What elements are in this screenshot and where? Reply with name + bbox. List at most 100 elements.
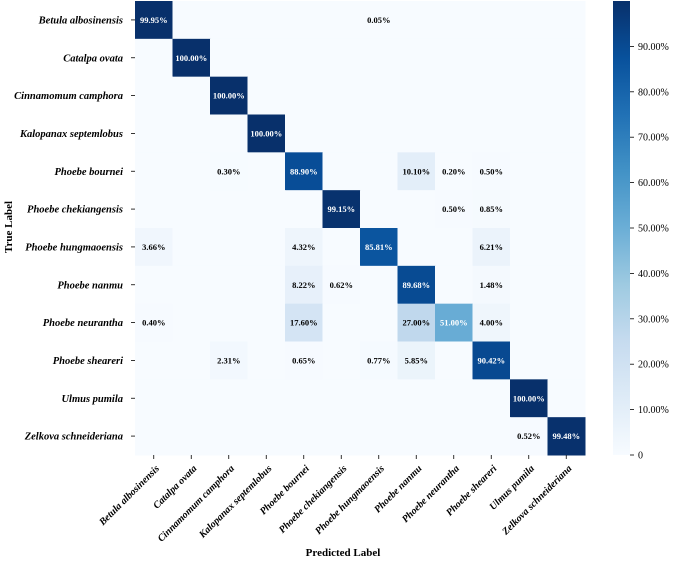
heatmap-cell bbox=[397, 341, 436, 380]
y-tick-label: Kalopanax septemlobus bbox=[19, 129, 123, 140]
heatmap-cell bbox=[247, 190, 286, 229]
x-tick-label: Phoebe hungmaoensis bbox=[313, 463, 387, 537]
heatmap-cell bbox=[397, 379, 436, 418]
heatmap-cell bbox=[547, 417, 586, 456]
x-tick-label: Phoebe chekiangensis bbox=[277, 463, 349, 535]
cell-value-label: 0.50% bbox=[442, 204, 465, 214]
cell-value-label: 51.00% bbox=[440, 318, 468, 328]
heatmap-cell bbox=[360, 379, 398, 418]
cell-value-label: 10.10% bbox=[402, 166, 430, 176]
heatmap-cell bbox=[360, 38, 398, 78]
heatmap-cell bbox=[510, 38, 548, 78]
heatmap-cell bbox=[472, 1, 511, 40]
heatmap-cell bbox=[247, 379, 286, 418]
heatmap-cell bbox=[135, 303, 173, 342]
cell-value-label: 100.00% bbox=[250, 128, 282, 138]
y-tick-label: Zelkova schneideriana bbox=[24, 432, 123, 443]
heatmap-cell bbox=[547, 76, 586, 115]
heatmap-cell bbox=[510, 190, 548, 229]
heatmap-cell bbox=[172, 38, 211, 78]
heatmap-cell bbox=[172, 265, 211, 305]
heatmap-cell bbox=[285, 190, 323, 229]
heatmap-cell bbox=[547, 114, 586, 153]
heatmap-cell bbox=[135, 114, 173, 153]
heatmap-cell bbox=[547, 341, 586, 380]
heatmap-cell bbox=[247, 1, 286, 40]
heatmap-cell bbox=[172, 379, 211, 418]
y-axis-ticks: Betula albosinensis Catalpa ovata Cinnamom… bbox=[14, 15, 135, 443]
heatmap-cell bbox=[360, 341, 398, 380]
colorbar-tick-label: 50.00% bbox=[638, 224, 669, 235]
heatmap-cell bbox=[435, 303, 473, 342]
heatmap-cell bbox=[210, 228, 248, 267]
heatmap-cell bbox=[397, 38, 436, 78]
cell-value-label: 85.81% bbox=[365, 242, 393, 252]
heatmap-cell bbox=[322, 265, 361, 305]
heatmap-cell bbox=[435, 38, 473, 78]
x-tick-label: Betula albosinensis bbox=[97, 463, 162, 528]
heatmap-cell bbox=[322, 114, 361, 153]
colorbar-ticks: 0 10.00% 20.00% 30.00% 40.00% 50.00% 60.00% 70.… bbox=[630, 42, 669, 462]
heatmap-cell bbox=[360, 303, 398, 342]
cell-value-label: 100.00% bbox=[513, 393, 545, 403]
heatmap-cell bbox=[360, 228, 398, 267]
heatmap-cell bbox=[397, 76, 436, 115]
heatmap-cell bbox=[472, 114, 511, 153]
heatmap-cell bbox=[435, 114, 473, 153]
heatmap-cell bbox=[322, 38, 361, 78]
heatmap-cell bbox=[397, 417, 436, 456]
heatmap-cell bbox=[435, 152, 473, 191]
cell-value-label: 0.05% bbox=[367, 15, 390, 25]
heatmap-cell bbox=[547, 152, 586, 191]
heatmap-cell bbox=[397, 265, 436, 305]
y-tick-label: Betula albosinensis bbox=[38, 15, 123, 26]
y-tick-label: Phoebe hungmaoensis bbox=[25, 242, 123, 253]
heatmap-cells bbox=[135, 1, 586, 456]
heatmap-cell bbox=[397, 1, 436, 40]
heatmap-cell bbox=[172, 152, 211, 191]
heatmap-cell bbox=[135, 265, 173, 305]
heatmap-cell bbox=[397, 152, 436, 191]
colorbar-tick-label: 30.00% bbox=[638, 314, 669, 325]
y-tick-label: Phoebe bournei bbox=[54, 167, 123, 178]
heatmap-cell bbox=[510, 379, 548, 418]
heatmap-cell bbox=[547, 303, 586, 342]
y-tick-label: Phoebe sheareri bbox=[53, 356, 123, 367]
cell-value-label: 0.20% bbox=[442, 166, 465, 176]
heatmap-cell bbox=[247, 152, 286, 191]
heatmap-cell bbox=[472, 303, 511, 342]
heatmap-cell bbox=[547, 265, 586, 305]
heatmap-cell bbox=[472, 38, 511, 78]
heatmap-cell bbox=[322, 379, 361, 418]
cell-value-label: 89.68% bbox=[402, 280, 430, 290]
heatmap-cell bbox=[210, 152, 248, 191]
heatmap-cell bbox=[172, 303, 211, 342]
heatmap-cell bbox=[435, 76, 473, 115]
heatmap-cell bbox=[360, 152, 398, 191]
cell-value-label: 8.22% bbox=[292, 280, 315, 290]
cell-value-label: 90.42% bbox=[477, 355, 505, 365]
heatmap-cell bbox=[172, 228, 211, 267]
heatmap-cell bbox=[210, 114, 248, 153]
cell-value-label: 0.62% bbox=[330, 280, 353, 290]
heatmap-cell bbox=[135, 228, 173, 267]
heatmap-cell bbox=[322, 190, 361, 229]
heatmap-cell bbox=[435, 379, 473, 418]
colorbar-tick-label: 20.00% bbox=[638, 360, 669, 371]
x-tick-label: Kalopanax septemlobus bbox=[197, 463, 275, 541]
heatmap-cell bbox=[360, 265, 398, 305]
heatmap-cell bbox=[210, 76, 248, 115]
cell-value-label: 3.66% bbox=[142, 242, 165, 252]
heatmap-cell bbox=[322, 76, 361, 115]
heatmap-cell bbox=[247, 76, 286, 115]
cell-value-label: 0.30% bbox=[217, 166, 240, 176]
heatmap-cell bbox=[360, 417, 398, 456]
heatmap-cell bbox=[135, 417, 173, 456]
heatmap-cell bbox=[210, 417, 248, 456]
heatmap-cell bbox=[435, 265, 473, 305]
heatmap-cell bbox=[135, 1, 173, 40]
heatmap-cell bbox=[510, 341, 548, 380]
heatmap-cell bbox=[472, 379, 511, 418]
heatmap-cell bbox=[210, 1, 248, 40]
cell-value-label: 1.48% bbox=[480, 280, 503, 290]
